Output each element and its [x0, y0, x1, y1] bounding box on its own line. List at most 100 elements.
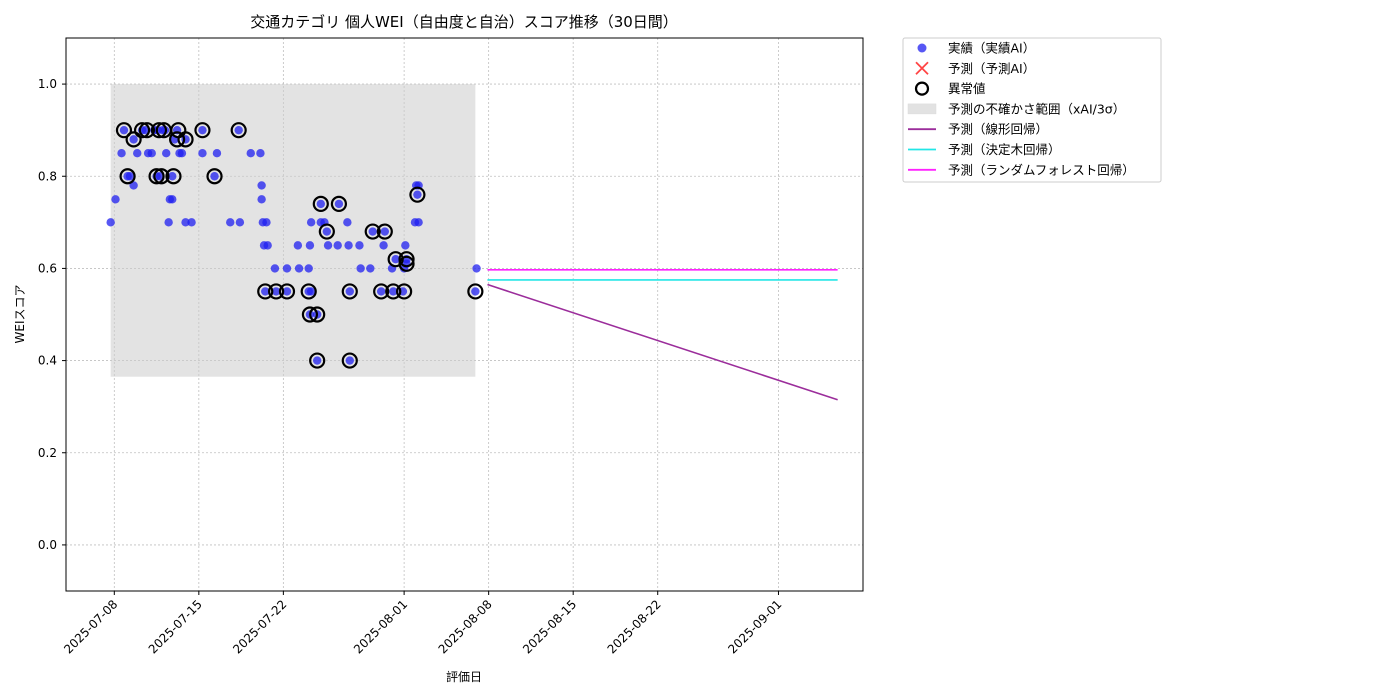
anomaly-point: [168, 131, 186, 148]
legend-item-anomaly: 異常値: [914, 81, 986, 96]
actual-point: [333, 241, 342, 250]
anomaly-point: [177, 131, 194, 148]
actual-point: [343, 218, 352, 227]
legend-frame: [902, 37, 1162, 183]
actual-point: [226, 218, 235, 227]
legend-item-actual: 実績（実績AI）: [917, 41, 1035, 56]
legend-label: 実績（実績AI）: [948, 41, 1035, 56]
legend-item-forecast: 予測（予測AI）: [915, 61, 1035, 76]
y-tick-label: 0.2: [38, 446, 57, 460]
anomaly-point: [409, 186, 426, 203]
actual-point: [147, 149, 156, 158]
x-axis: 2025-07-08 2025-07-15 2025-07-22 2025-08-01…: [61, 591, 785, 656]
y-axis-label: WEIスコア: [13, 285, 27, 344]
actual-point: [414, 218, 423, 227]
actual-point: [187, 218, 196, 227]
legend-marker-anomaly: [914, 81, 930, 96]
actual-point: [257, 195, 266, 204]
actual-point: [355, 241, 364, 250]
actual-point: [235, 218, 245, 227]
legend-label: 予測（線形回帰）: [948, 122, 1048, 137]
x-axis-label: 評価日: [446, 669, 482, 684]
actual-point: [198, 149, 207, 158]
actual-point: [471, 287, 480, 296]
anomaly-point: [138, 122, 156, 139]
y-tick-label: 0.6: [38, 261, 57, 275]
legend-item-band: 予測の不確かさ範囲（xAI/3σ）: [907, 101, 1125, 116]
actual-point: [261, 287, 270, 296]
x-tick-label: 2025-08-22: [605, 597, 664, 656]
y-tick-label: 1.0: [38, 77, 57, 91]
actual-point: [263, 241, 272, 250]
actual-point: [117, 149, 126, 158]
anomaly-point: [364, 223, 381, 240]
x-tick-label: 2025-08-08: [436, 597, 495, 656]
actual-point: [376, 287, 386, 296]
actual-point: [119, 125, 129, 135]
actual-point: [379, 241, 388, 250]
anomaly-point: [341, 352, 358, 369]
x-tick-label: 2025-08-15: [520, 597, 579, 656]
x-tick-label: 2025-07-08: [61, 597, 120, 656]
actual-point: [368, 227, 377, 236]
anomaly-point: [125, 131, 142, 148]
anomaly-point: [153, 168, 170, 185]
anomaly-point: [385, 283, 402, 300]
actual-point: [168, 195, 177, 204]
anomaly-point: [396, 283, 413, 300]
anomaly-point: [257, 283, 274, 300]
actual-point: [345, 287, 354, 296]
actual-point: [389, 287, 398, 296]
actual-point: [304, 264, 313, 273]
anomaly-point: [194, 122, 211, 139]
actual-point: [334, 199, 344, 209]
anomaly-point: [133, 122, 151, 139]
legend-item-linear: 予測（線形回帰）: [908, 122, 1048, 137]
actual-point: [256, 149, 265, 158]
actual-point: [125, 172, 135, 181]
actual-point: [282, 264, 292, 273]
actual-point: [133, 149, 142, 158]
anomaly-point: [341, 283, 358, 300]
actual-point: [344, 241, 353, 250]
forecast-line-linear: [487, 283, 838, 401]
actual-point: [271, 287, 281, 296]
x-tick-label: 2025-08-01: [351, 597, 410, 656]
actual-point: [305, 241, 315, 250]
actual-point: [234, 125, 243, 135]
actual-point: [257, 181, 266, 190]
y-axis: 0.0 0.2 0.4 0.6 0.8 1.0: [38, 77, 66, 552]
actual-point: [380, 227, 389, 236]
actual-point: [282, 287, 292, 296]
actual-point: [322, 227, 332, 236]
anomaly-point: [330, 195, 348, 212]
anomaly-point: [309, 306, 326, 323]
actual-point: [181, 218, 190, 227]
anomaly-point: [467, 283, 484, 300]
actual-point: [391, 255, 400, 264]
legend-marker-forecast: [915, 61, 929, 75]
anomaly-point: [230, 122, 247, 139]
legend-item-forest: 予測（ランダムフォレスト回帰）: [908, 162, 1135, 177]
legend-label: 予測（決定木回帰）: [948, 142, 1061, 157]
actual-point: [210, 172, 219, 181]
legend-label: 異常値: [948, 81, 986, 96]
actual-point: [366, 264, 375, 273]
anomaly-point: [278, 283, 296, 300]
x-tick-label: 2025-07-15: [146, 597, 205, 656]
actual-point: [323, 241, 333, 250]
anomaly-point: [398, 251, 415, 268]
anomaly-point: [148, 168, 165, 185]
anomaly-point: [376, 223, 393, 240]
legend-item-tree: 予測（決定木回帰）: [908, 142, 1061, 157]
actual-point: [262, 218, 271, 227]
x-tick-label: 2025-07-22: [230, 597, 289, 656]
anomaly-point: [268, 283, 285, 300]
actual-point: [293, 241, 303, 250]
actual-point: [306, 287, 316, 296]
anomaly-point: [119, 168, 136, 185]
actual-point: [111, 195, 120, 204]
actual-point: [316, 199, 325, 209]
